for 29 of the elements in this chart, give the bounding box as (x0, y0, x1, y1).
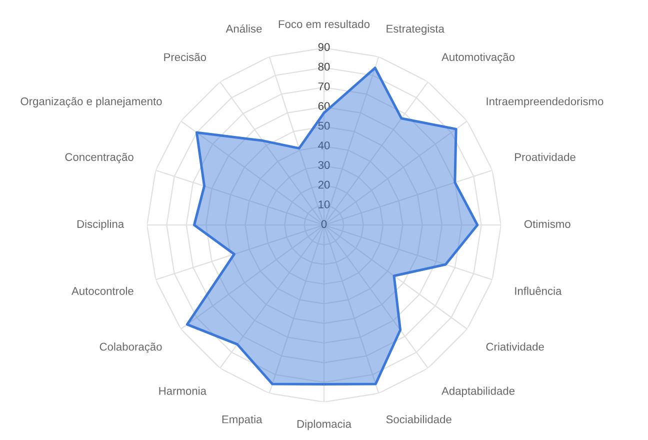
spoke-label: Harmonia (159, 386, 206, 395)
spoke-label: Organização e planejamento (20, 97, 162, 108)
spoke-label: Empatia (222, 415, 262, 426)
spoke-label: Colaboração (100, 342, 162, 353)
y-tick-label: 80 (318, 62, 330, 71)
spoke-label: Foco em resultado (278, 20, 370, 28)
spoke-label: Intraempreendedorismo (486, 97, 604, 108)
spoke-label: Automotivação (442, 52, 515, 64)
spoke-label: Estrategista (386, 24, 444, 35)
spoke-label: Adaptabilidade (442, 386, 515, 398)
spoke-label: Sociabilidade (386, 415, 452, 424)
spoke-label: Diplomacia (297, 420, 352, 430)
spoke-label: Disciplina (77, 220, 124, 230)
y-tick-label: 40 (318, 141, 330, 150)
y-tick-label: 90 (318, 43, 330, 51)
spoke-label: Análise (226, 24, 262, 33)
spoke-label: Autocontrole (72, 286, 134, 295)
y-tick-label: 50 (318, 122, 330, 130)
y-tick-label: 70 (318, 82, 330, 90)
spoke-label: Otimismo (524, 220, 570, 228)
spoke-label: Concentração (65, 152, 134, 164)
y-tick-label: 10 (318, 200, 330, 208)
spoke-label: Proatividade (515, 152, 576, 162)
y-tick-label: 20 (318, 180, 330, 189)
y-tick-label: 0 (321, 220, 327, 228)
y-tick-label: 30 (318, 161, 330, 169)
spoke-label: Influência (515, 286, 562, 295)
spoke-label: Precisão (164, 52, 206, 62)
spoke-label: Criatividade (486, 342, 544, 351)
